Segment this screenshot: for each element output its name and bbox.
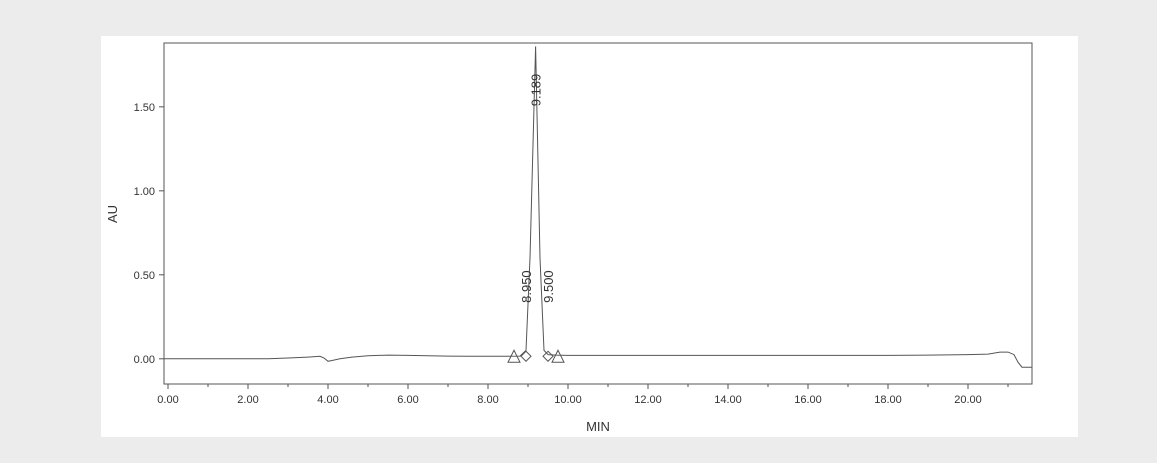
y-axis-title: AU (105, 205, 120, 223)
plot-area-frame (163, 42, 1033, 385)
y-tick-label: 0.00 (134, 354, 155, 366)
x-tick-label: 8.00 (477, 394, 498, 406)
chromatogram-trace (164, 46, 1032, 368)
x-tick-label: 6.00 (397, 394, 418, 406)
chromatogram-chart: 0.00 2.00 4.00 6.00 8.00 10.00 12.00 14.00 16.00… (105, 42, 1033, 434)
peak-start-marker-triangle (551, 349, 565, 363)
x-axis-title: MIN (586, 419, 610, 434)
x-tick-label: 14.00 (714, 394, 742, 406)
peak-retention-label: 9.189 (529, 74, 544, 107)
x-tick-label: 2.00 (237, 394, 258, 406)
x-tick-label: 10.00 (554, 394, 582, 406)
chart-panel: 0.00 2.00 4.00 6.00 8.00 10.00 12.00 14.00 16.00… (101, 36, 1078, 437)
peak-markers (507, 349, 565, 363)
peak-retention-label: 9.500 (541, 270, 556, 303)
y-axis: 0.00 0.50 1.00 1.50 (134, 102, 164, 366)
y-tick-label: 1.00 (134, 186, 155, 198)
x-tick-label: 4.00 (317, 394, 338, 406)
x-tick-label: 20.00 (954, 394, 982, 406)
x-tick-label: 18.00 (874, 394, 902, 406)
peak-split-marker-diamond (542, 350, 554, 362)
peak-retention-label: 8.950 (519, 270, 534, 303)
peak-start-marker-triangle (507, 349, 521, 363)
peak-split-marker-diamond (520, 350, 532, 362)
peak-labels: 8.950 9.189 9.500 (519, 74, 556, 303)
y-tick-label: 1.50 (134, 102, 155, 114)
x-tick-label: 12.00 (634, 394, 662, 406)
x-axis: 0.00 2.00 4.00 6.00 8.00 10.00 12.00 14.00 16.00… (157, 384, 1009, 406)
x-tick-label: 0.00 (157, 394, 178, 406)
x-tick-label: 16.00 (794, 394, 822, 406)
y-tick-label: 0.50 (134, 270, 155, 282)
